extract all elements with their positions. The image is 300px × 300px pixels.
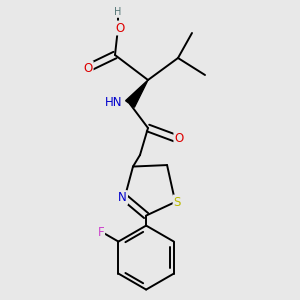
Text: F: F xyxy=(98,226,104,239)
Text: O: O xyxy=(174,131,184,145)
Text: O: O xyxy=(83,61,93,74)
Text: S: S xyxy=(174,196,181,208)
Text: HN: HN xyxy=(104,95,122,109)
Polygon shape xyxy=(126,80,148,107)
Text: N: N xyxy=(118,191,127,204)
Text: H: H xyxy=(114,7,122,17)
Text: O: O xyxy=(116,22,124,34)
